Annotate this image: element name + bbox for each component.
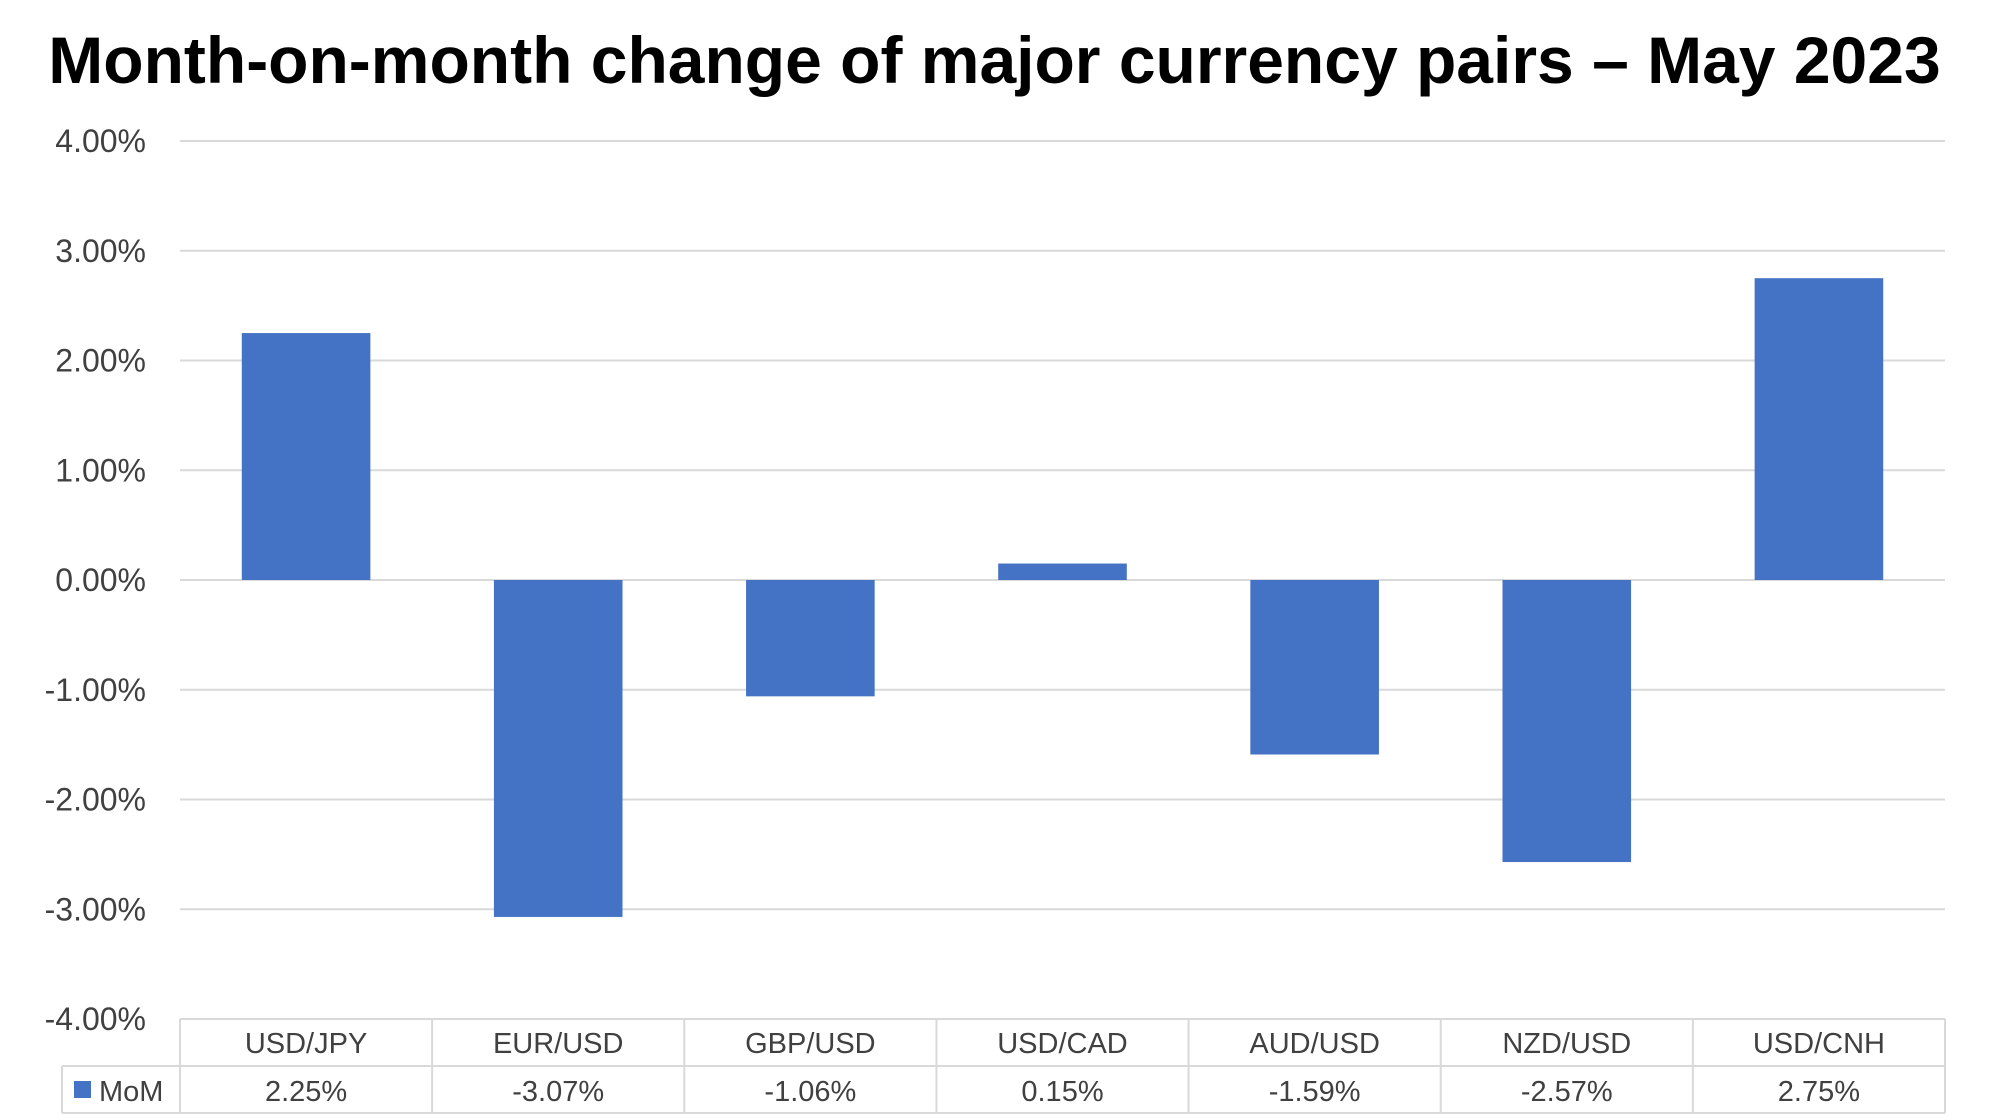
y-tick-label: -1.00% <box>45 672 146 708</box>
y-tick-label: -4.00% <box>45 1001 146 1037</box>
bar <box>1502 580 1632 863</box>
data-label: -2.57% <box>1521 1076 1613 1108</box>
category-label: AUD/USD <box>1249 1028 1380 1060</box>
y-axis-tick-labels: 4.00% 3.00% 2.00% 1.00% 0.00% -1.00% -2.00% -3.… <box>45 123 146 1037</box>
y-tick-label: 4.00% <box>55 123 146 159</box>
bars <box>241 278 1884 917</box>
bar <box>746 580 875 697</box>
bar <box>998 563 1127 580</box>
gridlines <box>180 140 1945 911</box>
bar <box>1754 278 1884 580</box>
category-label: NZD/USD <box>1502 1028 1631 1060</box>
legend-swatch <box>74 1081 91 1098</box>
legend-label: MoM <box>99 1076 163 1108</box>
data-label: -1.06% <box>764 1076 856 1108</box>
category-label: EUR/USD <box>493 1028 624 1060</box>
data-label: 0.15% <box>1021 1076 1103 1108</box>
y-tick-label: 0.00% <box>55 562 146 598</box>
data-label: 2.25% <box>265 1076 347 1108</box>
y-tick-label: 1.00% <box>55 452 146 488</box>
bar <box>493 580 623 917</box>
bar <box>241 333 371 580</box>
category-label: USD/CNH <box>1753 1028 1885 1060</box>
category-label: USD/JPY <box>245 1028 367 1060</box>
category-label: GBP/USD <box>745 1028 876 1060</box>
bar <box>1250 580 1379 755</box>
y-tick-label: 3.00% <box>55 233 146 269</box>
data-label: -1.59% <box>1269 1076 1361 1108</box>
y-tick-label: 2.00% <box>55 343 146 379</box>
data-label: 2.75% <box>1778 1076 1860 1108</box>
category-label: USD/CAD <box>997 1028 1128 1060</box>
data-table: USD/JPY 2.25% EUR/USD -3.07% GBP/USD -1.06% US… <box>61 1018 1946 1114</box>
chart-title: Month-on-month change of major currency … <box>48 23 1941 97</box>
y-tick-label: -3.00% <box>45 891 146 927</box>
y-tick-label: -2.00% <box>45 782 146 818</box>
data-label: -3.07% <box>512 1076 604 1108</box>
